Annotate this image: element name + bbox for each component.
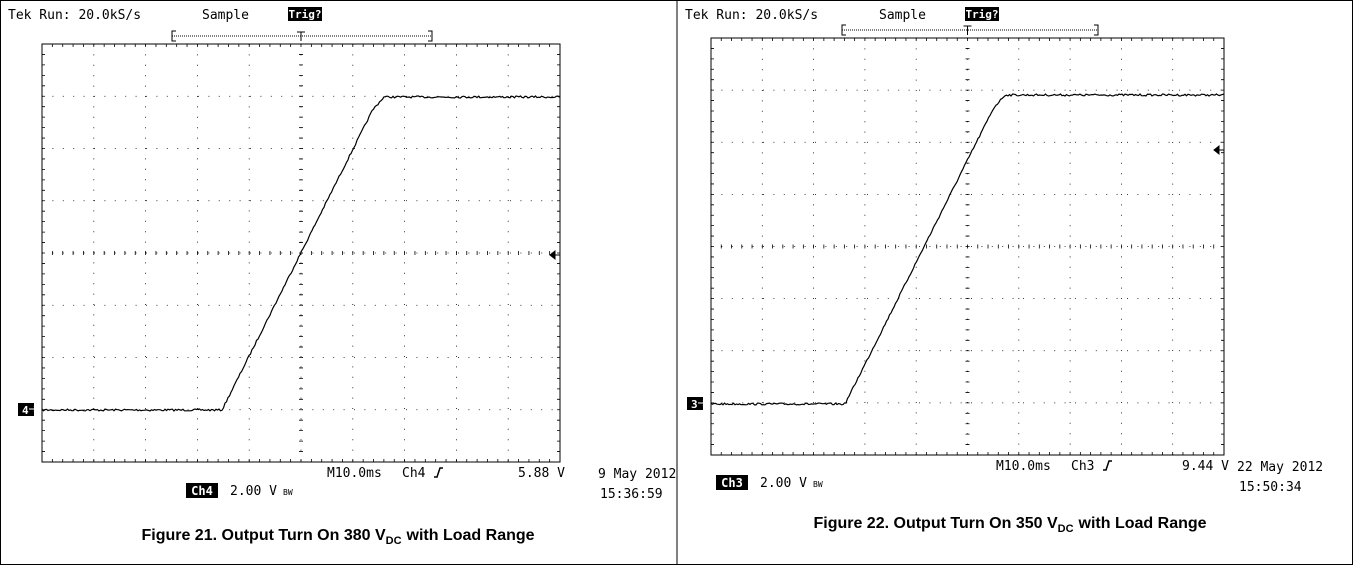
scale: 2.00 V bbox=[230, 484, 277, 499]
date: 9 May 2012 bbox=[598, 467, 676, 482]
caption: Figure 21. Output Turn On 380 VDC with Lo… bbox=[141, 527, 534, 547]
header-trig: Trig? bbox=[288, 8, 321, 21]
graticule-ticks bbox=[41, 43, 561, 463]
graticule-ticks bbox=[710, 37, 1225, 456]
trigger-position bbox=[963, 25, 972, 35]
trigger-slope bbox=[434, 467, 443, 478]
trig-box bbox=[288, 7, 322, 21]
channel-box bbox=[716, 475, 748, 490]
header-mode: Sample bbox=[202, 8, 249, 23]
caption: Figure 22. Output Turn On 350 VDC with Lo… bbox=[813, 515, 1206, 535]
trigger-position bbox=[297, 31, 305, 41]
trigger-level: 5.88 V bbox=[518, 466, 565, 481]
trigger-level-arrow bbox=[549, 249, 560, 261]
scale: 2.00 V bbox=[760, 476, 807, 491]
channel: Ch4 bbox=[191, 484, 213, 498]
caption-rest: with Load Range bbox=[406, 527, 535, 544]
channel-box bbox=[186, 483, 218, 498]
caption-sub: DC bbox=[1058, 523, 1074, 535]
ground-arrow bbox=[29, 405, 39, 413]
header-tek: Tek Run: 20.0kS/s bbox=[8, 8, 141, 23]
timebase: M10.0ms bbox=[327, 466, 382, 481]
caption-sub: DC bbox=[386, 535, 402, 547]
header-trig: Trig? bbox=[965, 8, 998, 21]
bandwidth: BW bbox=[813, 480, 823, 489]
bandwidth: BW bbox=[283, 488, 293, 497]
caption-rest: with Load Range bbox=[1078, 515, 1207, 532]
timebase: M10.0ms bbox=[996, 459, 1051, 474]
trig-box bbox=[965, 7, 999, 21]
caption-main: Figure 22. Output Turn On 350 V bbox=[813, 515, 1058, 532]
header-mode: Sample bbox=[879, 8, 926, 23]
ground-marker-box bbox=[687, 397, 703, 410]
trigger-level: 9.44 V bbox=[1182, 459, 1229, 474]
waveform-trace bbox=[710, 93, 1225, 406]
waveform-trace bbox=[41, 95, 560, 412]
ground-marker: 3 bbox=[691, 398, 698, 411]
trigger-slope bbox=[1103, 460, 1112, 471]
ground-marker-box bbox=[18, 403, 34, 416]
header-tek: Tek Run: 20.0kS/s bbox=[685, 8, 818, 23]
caption-main: Figure 21. Output Turn On 380 V bbox=[141, 527, 386, 544]
time: 15:36:59 bbox=[600, 487, 663, 502]
trigger-channel: Ch3 bbox=[1071, 459, 1094, 474]
date: 22 May 2012 bbox=[1237, 460, 1323, 475]
trigger-level-arrow bbox=[1213, 144, 1224, 156]
time: 15:50:34 bbox=[1239, 480, 1302, 495]
scope-figure: Tek Run: 20.0kS/s Sample Trig? 4 M10.0ms Ch4 5… bbox=[8, 7, 676, 547]
channel: Ch3 bbox=[721, 476, 743, 490]
scope-figure: Tek Run: 20.0kS/s Sample Trig? 3 M10.0ms Ch3 9… bbox=[685, 7, 1323, 535]
trigger-channel: Ch4 bbox=[402, 466, 426, 481]
ground-arrow bbox=[698, 399, 708, 407]
ground-marker: 4 bbox=[22, 404, 29, 417]
